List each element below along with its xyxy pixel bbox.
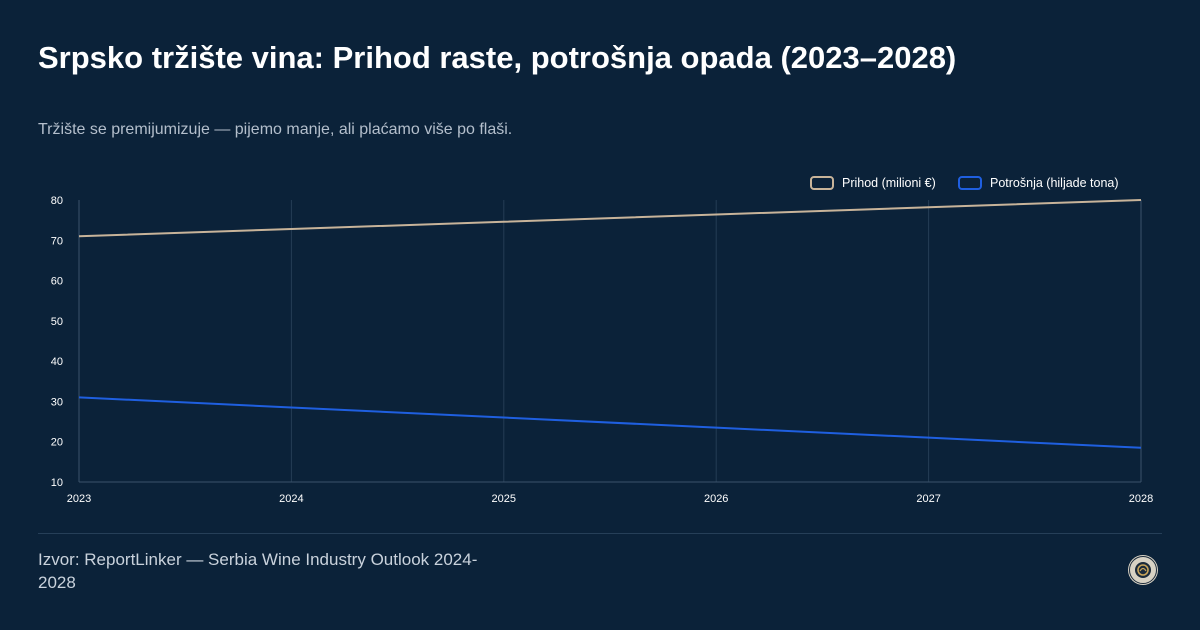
chart-subtitle: Tržište se premijumizuje — pijemo manje,…	[38, 121, 513, 138]
y-tick-label: 30	[51, 396, 63, 408]
x-tick-label: 2025	[492, 493, 516, 505]
legend-label-prihod: Prihod (milioni €)	[842, 176, 936, 190]
source-note: Izvor: ReportLinker — Serbia Wine Indust…	[38, 550, 478, 592]
grid-lines	[290, 200, 930, 482]
series-line-prihod	[78, 199, 1142, 238]
y-tick-label: 10	[51, 477, 63, 489]
seal-badge-icon	[1128, 555, 1158, 585]
x-tick-label: 2027	[916, 493, 940, 505]
chart-title: Srpsko tržište vina: Prihod raste, potro…	[38, 40, 957, 75]
y-tick-label: 80	[51, 195, 63, 207]
axes: 2023 2024 2025 2026 2027 2028 10 20 30 40 50 60 70 80	[51, 195, 1153, 505]
legend-swatch-prihod	[810, 176, 834, 190]
y-tick-label: 50	[51, 316, 63, 328]
series-line-potrosnja	[78, 396, 1142, 449]
footer-divider	[38, 533, 1162, 534]
line-chart: 2023 2024 2025 2026 2027 2028 10 20 30 40 50 60 70 80…	[51, 176, 1153, 505]
legend: Prihod (milioni €) Potrošnja (hiljade ton…	[810, 176, 1119, 190]
legend-label-potrosnja: Potrošnja (hiljade tona)	[990, 176, 1119, 190]
x-tick-label: 2023	[67, 493, 91, 505]
y-tick-label: 60	[51, 276, 63, 288]
legend-swatch-potrosnja	[958, 176, 982, 190]
y-tick-label: 20	[51, 437, 63, 449]
y-tick-label: 40	[51, 356, 63, 368]
y-tick-label: 70	[51, 235, 63, 247]
x-tick-label: 2028	[1129, 493, 1153, 505]
series-lines	[78, 199, 1142, 449]
x-tick-label: 2024	[279, 493, 303, 505]
x-tick-label: 2026	[704, 493, 728, 505]
